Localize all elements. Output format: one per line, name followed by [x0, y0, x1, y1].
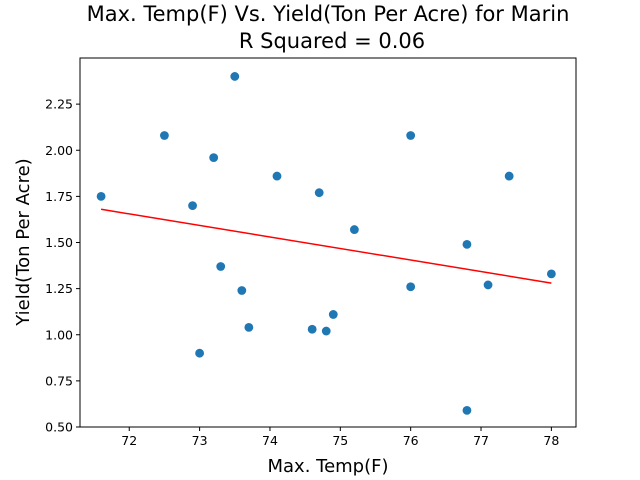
- x-tick-label: 77: [473, 433, 489, 448]
- x-tick-label: 74: [262, 433, 278, 448]
- x-tick-label: 75: [332, 433, 348, 448]
- y-axis-label: Yield(Ton Per Acre): [13, 158, 34, 326]
- data-point: [314, 188, 324, 198]
- x-tick-label: 72: [121, 433, 137, 448]
- y-tick-label: 1.25: [45, 281, 73, 296]
- y-tick-label: 1.00: [45, 327, 73, 342]
- data-point: [504, 171, 514, 181]
- y-tick-label: 0.75: [45, 373, 73, 388]
- plot-area: [79, 57, 577, 428]
- data-point: [462, 405, 472, 415]
- y-tick-label: 2.25: [45, 97, 73, 112]
- data-point: [546, 269, 556, 279]
- x-axis-label: Max. Temp(F): [267, 456, 388, 477]
- data-point: [209, 153, 219, 163]
- x-axis-ticks: 72 73 74 75 76 77 78: [121, 427, 559, 448]
- x-tick-label: 76: [403, 433, 419, 448]
- x-tick-label: 78: [543, 433, 559, 448]
- data-point: [96, 191, 106, 201]
- data-point: [244, 322, 254, 332]
- data-point: [216, 262, 226, 271]
- y-tick-label: 1.75: [45, 189, 73, 204]
- y-tick-label: 0.50: [45, 420, 73, 435]
- y-tick-label: 2.00: [45, 143, 73, 158]
- data-point: [406, 131, 416, 140]
- chart-subtitle: R Squared = 0.06: [239, 29, 425, 53]
- y-tick-label: 1.50: [45, 235, 73, 250]
- fit-line-layer: [100, 208, 552, 284]
- data-point: [328, 310, 338, 319]
- data-point: [188, 201, 197, 211]
- data-point: [230, 72, 240, 81]
- data-point: [160, 131, 169, 140]
- data-point: [483, 280, 493, 290]
- data-point: [349, 225, 359, 234]
- y-axis-ticks: 0.50 0.75 1.00 1.25 1.50 1.75 2.00 2.25: [45, 97, 80, 435]
- plot-background: [80, 58, 576, 427]
- data-point: [237, 286, 247, 295]
- data-point: [462, 239, 472, 249]
- chart-title: Max. Temp(F) Vs. Yield(Ton Per Acre) for…: [87, 2, 570, 26]
- data-point: [406, 282, 416, 292]
- regression-line: [100, 208, 552, 284]
- data-point: [321, 326, 331, 336]
- data-point: [272, 171, 282, 181]
- data-point: [195, 348, 205, 358]
- data-point: [307, 324, 317, 334]
- points-layer: [96, 72, 556, 415]
- x-tick-label: 73: [192, 433, 208, 448]
